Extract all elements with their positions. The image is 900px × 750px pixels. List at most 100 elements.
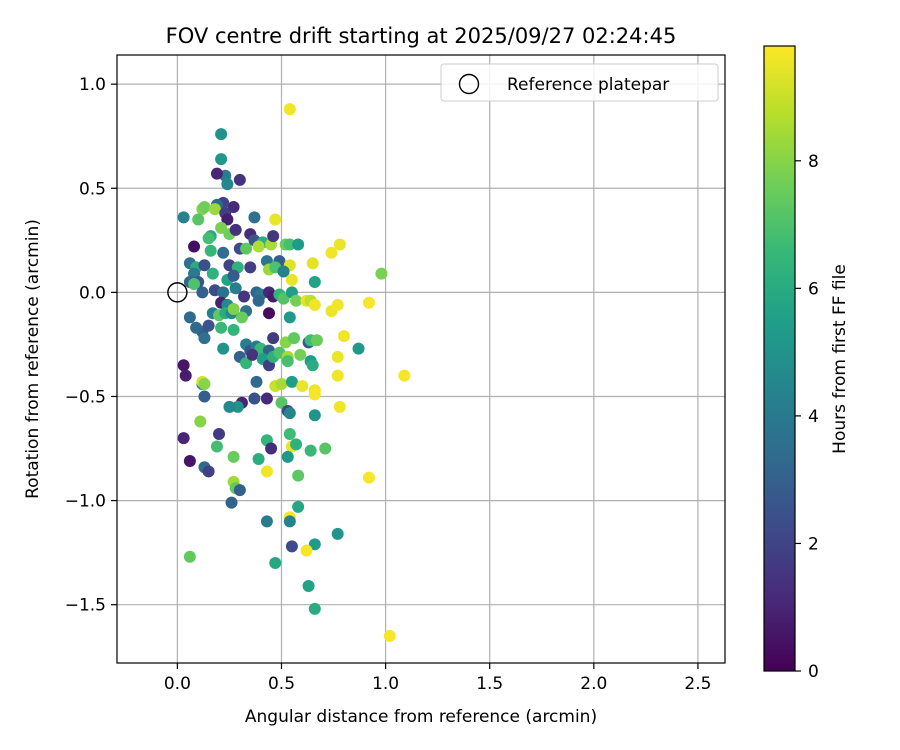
colorbar-label: Hours from first FF file [830, 264, 850, 454]
data-point [240, 357, 253, 370]
colorbar-tick-label: 4 [808, 407, 819, 427]
data-point [198, 377, 211, 390]
y-axis-ticks: 1.0 0.5 0.0 −0.5 −1.0 −1.5 [65, 75, 117, 616]
data-point [210, 167, 223, 180]
data-point [308, 602, 321, 615]
data-point [213, 427, 226, 440]
x-axis-ticks: 0.0 0.5 1.0 1.5 2.0 2.5 [164, 663, 711, 694]
x-tick-label: 0.5 [268, 674, 295, 694]
data-point [375, 267, 388, 280]
data-point [325, 246, 338, 259]
data-point [221, 213, 234, 226]
data-point [319, 442, 332, 455]
data-point [283, 427, 296, 440]
data-point [227, 269, 240, 282]
data-point [265, 442, 278, 455]
data-point [177, 432, 190, 445]
data-point [283, 407, 296, 420]
chart-title: FOV centre drift starting at 2025/09/27 … [166, 24, 677, 48]
data-point [227, 201, 240, 213]
data-point [246, 348, 259, 361]
data-point [285, 273, 298, 286]
colorbar-tick-label: 0 [808, 662, 819, 682]
data-point [290, 294, 303, 307]
y-tick-label: −1.0 [65, 492, 106, 512]
y-tick-label: −0.5 [65, 387, 106, 407]
data-point [215, 128, 228, 141]
data-point [238, 290, 251, 303]
data-point [283, 311, 296, 324]
data-point [215, 153, 228, 166]
data-point [233, 484, 246, 497]
scatter-points [177, 103, 411, 642]
colorbar [763, 45, 796, 672]
data-point [244, 261, 257, 274]
data-point [337, 330, 350, 343]
data-point [198, 390, 211, 403]
data-point [304, 444, 317, 457]
data-point [231, 400, 244, 413]
data-point [308, 388, 321, 401]
data-point [290, 438, 303, 451]
y-tick-label: 1.0 [79, 75, 106, 95]
data-point [294, 348, 307, 361]
data-point [188, 240, 201, 253]
x-tick-label: 2.0 [580, 674, 607, 694]
data-point [248, 211, 261, 224]
reference-marker-group [167, 282, 188, 303]
colorbar-tick-label: 6 [808, 279, 819, 299]
data-point [194, 415, 207, 428]
data-point [281, 355, 294, 368]
data-point [260, 465, 273, 478]
data-point [292, 500, 305, 513]
data-point [183, 550, 196, 563]
colorbar-tick-label: 2 [808, 534, 819, 554]
data-point [308, 298, 321, 311]
data-point [352, 342, 365, 355]
data-point [362, 296, 375, 309]
data-point [198, 259, 211, 272]
data-point [196, 286, 209, 299]
data-point [179, 369, 192, 382]
data-point [177, 211, 190, 224]
legend-reference-label: Reference platepar [507, 75, 669, 95]
data-point [283, 103, 296, 116]
data-point [331, 298, 344, 311]
data-point [331, 527, 344, 540]
data-point [263, 307, 275, 320]
data-point [308, 538, 321, 551]
colorbar-tick-label: 8 [808, 152, 819, 172]
x-axis-label: Angular distance from reference (arcmin) [245, 707, 597, 727]
data-point [287, 332, 300, 345]
data-point [183, 455, 196, 468]
data-point [221, 178, 234, 191]
data-point [267, 230, 280, 243]
data-point [269, 557, 282, 570]
data-point [292, 238, 305, 251]
data-point [215, 221, 228, 234]
x-tick-label: 1.0 [372, 674, 399, 694]
data-point [333, 400, 346, 413]
data-point [217, 246, 230, 259]
data-point [277, 265, 290, 278]
x-tick-label: 1.5 [476, 674, 503, 694]
data-point [252, 452, 265, 465]
data-point [248, 392, 261, 405]
data-point [183, 311, 196, 324]
legend-reference-marker [458, 73, 480, 95]
data-point [235, 311, 248, 324]
legend: Reference platepar [440, 63, 719, 102]
data-point [300, 544, 313, 557]
data-point [198, 201, 211, 213]
data-point [331, 350, 344, 363]
data-point [208, 203, 221, 216]
data-point [285, 540, 298, 553]
data-point [296, 380, 309, 393]
data-point [306, 257, 319, 270]
data-point [217, 286, 230, 299]
y-tick-label: 0.5 [79, 179, 106, 199]
data-point [227, 303, 240, 316]
data-point [285, 375, 298, 388]
data-point [267, 332, 280, 345]
